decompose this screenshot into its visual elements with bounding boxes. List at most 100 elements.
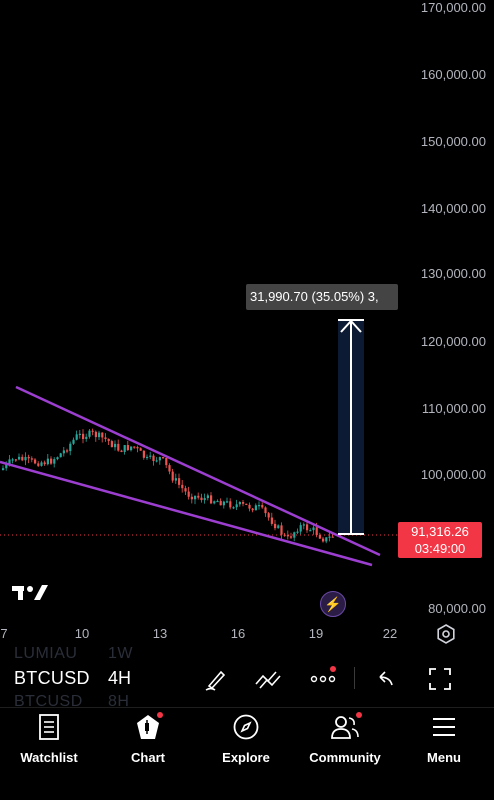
candle-body <box>238 502 241 505</box>
candle-body <box>43 462 46 465</box>
candle-body <box>8 459 11 464</box>
settings-icon[interactable] <box>436 624 456 644</box>
candle-body <box>168 465 171 472</box>
y-axis-label: 130,000.00 <box>420 266 486 281</box>
candle-body <box>120 450 123 452</box>
candle-body <box>27 457 30 459</box>
pencil-icon[interactable] <box>200 663 232 695</box>
toolbar-divider <box>354 667 355 689</box>
candle-body <box>88 430 91 437</box>
candle-body <box>216 500 219 503</box>
candle-body <box>293 532 296 538</box>
y-axis-label: 110,000.00 <box>421 401 486 416</box>
lower-trendline[interactable] <box>0 460 373 567</box>
nav-chart[interactable]: Chart <box>99 712 197 772</box>
candle-body <box>222 501 225 506</box>
candle-body <box>40 462 43 466</box>
candle-body <box>158 457 161 461</box>
candle-body <box>139 448 142 451</box>
candle-body <box>267 513 270 518</box>
x-axis-label: 22 <box>382 626 398 641</box>
nav-label: Community <box>309 750 381 765</box>
candle-body <box>101 432 104 438</box>
interval-selector[interactable]: 4H <box>108 668 132 688</box>
candle-body <box>187 491 190 497</box>
candle-body <box>69 443 72 452</box>
indicators-icon[interactable] <box>252 663 284 695</box>
tradingview-logo <box>12 585 48 600</box>
candle-body <box>219 500 222 506</box>
more-icon[interactable] <box>307 663 339 695</box>
candle-body <box>203 498 206 501</box>
fullscreen-icon[interactable] <box>424 663 456 695</box>
candle-body <box>149 455 152 457</box>
candle-body <box>50 458 53 464</box>
nav-explore[interactable]: Explore <box>197 712 295 772</box>
candle-body <box>248 504 251 509</box>
candle-body <box>75 434 78 440</box>
candle-body <box>190 496 193 500</box>
candle-body <box>107 438 110 442</box>
menu-icon <box>429 712 459 742</box>
candle-body <box>162 457 165 459</box>
candle-body <box>178 478 181 485</box>
candle-body <box>229 501 232 508</box>
y-axis-label: 120,000.00 <box>420 334 486 349</box>
nav-menu[interactable]: Menu <box>395 712 493 772</box>
candle-body <box>197 495 200 498</box>
candle-body <box>283 534 286 536</box>
candle-body <box>152 455 155 461</box>
undo-icon[interactable] <box>370 663 402 695</box>
x-axis-label: 10 <box>74 626 90 641</box>
chart-area[interactable]: 170,000.00 160,000.00 150,000.00 140,000… <box>0 0 494 645</box>
candle-body <box>82 433 85 439</box>
notification-dot <box>157 712 163 718</box>
candle-body <box>130 446 133 451</box>
nav-community[interactable]: Community <box>296 712 394 772</box>
nav-label: Chart <box>131 750 165 765</box>
candle-body <box>296 531 299 533</box>
symbol-selector[interactable]: BTCUSD <box>14 668 90 688</box>
y-axis-label: 80,000.00 <box>428 601 486 616</box>
y-axis-label: 150,000.00 <box>420 134 486 149</box>
upper-trendline[interactable] <box>15 385 381 557</box>
candle-body <box>5 463 8 469</box>
candle-body <box>14 459 17 461</box>
candle-body <box>146 456 149 459</box>
ghost-interval: 1W <box>108 645 133 662</box>
candle-body <box>315 527 318 536</box>
candle-body <box>98 432 101 438</box>
candle-body <box>114 443 117 448</box>
candle-body <box>24 457 27 461</box>
candle-body <box>66 450 69 452</box>
price-chart[interactable] <box>0 0 494 645</box>
candle-body <box>174 478 177 481</box>
candle-body <box>194 495 197 500</box>
lightning-icon[interactable]: ⚡ <box>320 591 346 617</box>
candle-body <box>210 495 213 504</box>
candle-body <box>91 430 94 432</box>
candle-body <box>325 537 328 542</box>
candle-body <box>270 517 273 524</box>
candle-body <box>312 527 315 531</box>
candle-body <box>181 484 184 489</box>
candle-body <box>155 460 158 462</box>
candle-body <box>280 525 283 535</box>
ghost-symbol-row: LUMIAU <box>14 645 78 662</box>
candle-body <box>318 535 321 539</box>
notification-dot <box>356 712 362 718</box>
candle-body <box>322 538 325 542</box>
candle-body <box>46 458 49 465</box>
candle-body <box>184 488 187 492</box>
candle-body <box>254 505 257 511</box>
candle-body <box>290 536 293 538</box>
candle-body <box>200 497 203 501</box>
compass-icon <box>231 712 261 742</box>
y-axis-label: 100,000.00 <box>420 467 486 482</box>
candle-body <box>2 468 5 470</box>
nav-label: Explore <box>222 750 270 765</box>
nav-label: Watchlist <box>20 750 78 765</box>
candle-body <box>34 459 37 464</box>
candle-body <box>104 437 107 439</box>
nav-watchlist[interactable]: Watchlist <box>0 712 98 772</box>
